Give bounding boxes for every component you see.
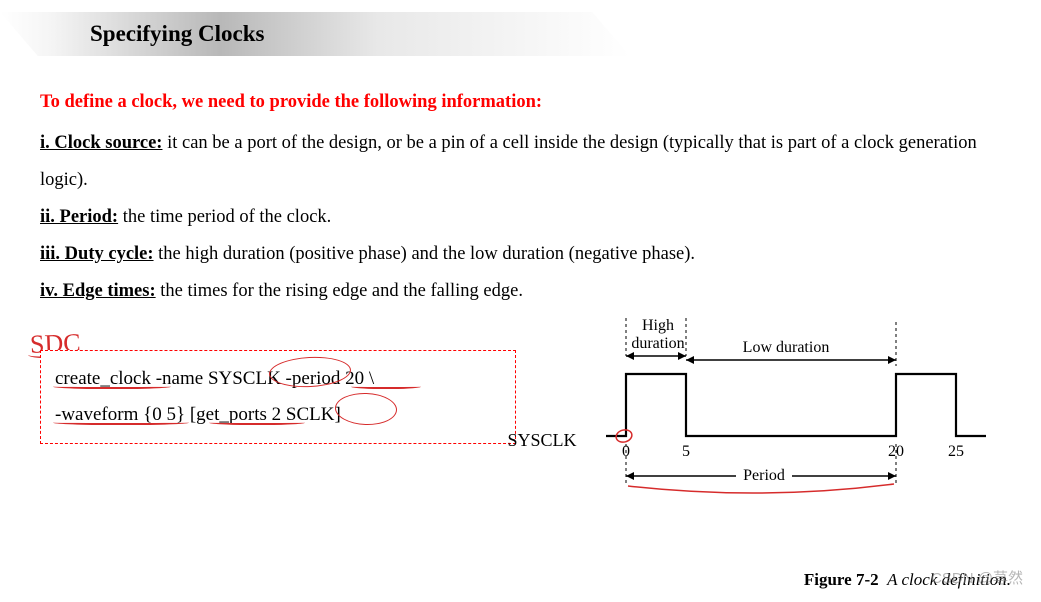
tick-5: 5 <box>682 443 690 460</box>
item-2-text: the time period of the clock. <box>118 207 331 227</box>
page-title: Specifying Clocks <box>0 21 264 47</box>
item-1: i. Clock source: it can be a port of the… <box>40 125 1001 199</box>
item-1-text: it can be a port of the design, or be a … <box>40 133 977 190</box>
period-label: Period <box>743 467 785 484</box>
figure-number: Figure 7-2 <box>804 570 879 589</box>
item-3: iii. Duty cycle: the high duration (posi… <box>40 236 1001 273</box>
hand-curve-period <box>628 484 894 493</box>
lower-region: SDC create_clock -name SYSCLK -period 20… <box>40 322 1001 444</box>
item-4-text: the times for the rising edge and the fa… <box>156 281 523 301</box>
code-box: create_clock -name SYSCLK -period 20 \ -… <box>40 350 516 444</box>
item-4-label: iv. Edge times: <box>40 281 156 301</box>
item-4: iv. Edge times: the times for the rising… <box>40 273 1001 310</box>
item-2: ii. Period: the time period of the clock… <box>40 199 1001 236</box>
high-label-2: duration <box>631 335 684 352</box>
diagram-block: SYSCLK High duration Low duration <box>526 322 1002 444</box>
item-3-text: the high duration (positive phase) and t… <box>154 244 696 264</box>
hand-underline-3 <box>53 419 189 425</box>
tick-25: 25 <box>948 443 964 460</box>
item-2-label: ii. Period: <box>40 207 118 227</box>
clock-waveform-diagram: High duration Low duration 0 <box>596 316 996 506</box>
hand-underline-2 <box>351 383 421 389</box>
content-region: To define a clock, we need to provide th… <box>0 56 1041 444</box>
title-bar: Specifying Clocks <box>0 12 630 56</box>
watermark: CSDN @荨然 <box>931 567 1023 588</box>
item-3-label: iii. Duty cycle: <box>40 244 154 264</box>
code-block: SDC create_clock -name SYSCLK -period 20… <box>40 322 516 444</box>
item-1-label: i. Clock source: <box>40 133 162 153</box>
waveform-path <box>606 374 986 436</box>
high-label-1: High <box>642 317 674 334</box>
low-label: Low duration <box>742 339 829 356</box>
sysclk-label: SYSCLK <box>508 422 577 458</box>
intro-text: To define a clock, we need to provide th… <box>40 84 1001 121</box>
code-line-2: -waveform {0 5} [get_ports 2 SCLK] <box>55 397 501 433</box>
hand-underline-4 <box>209 419 305 425</box>
hand-underline-1 <box>53 383 171 389</box>
